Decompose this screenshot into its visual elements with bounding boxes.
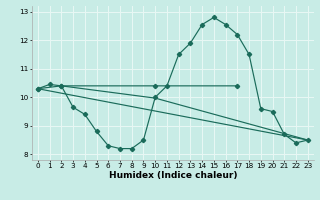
X-axis label: Humidex (Indice chaleur): Humidex (Indice chaleur) — [108, 171, 237, 180]
